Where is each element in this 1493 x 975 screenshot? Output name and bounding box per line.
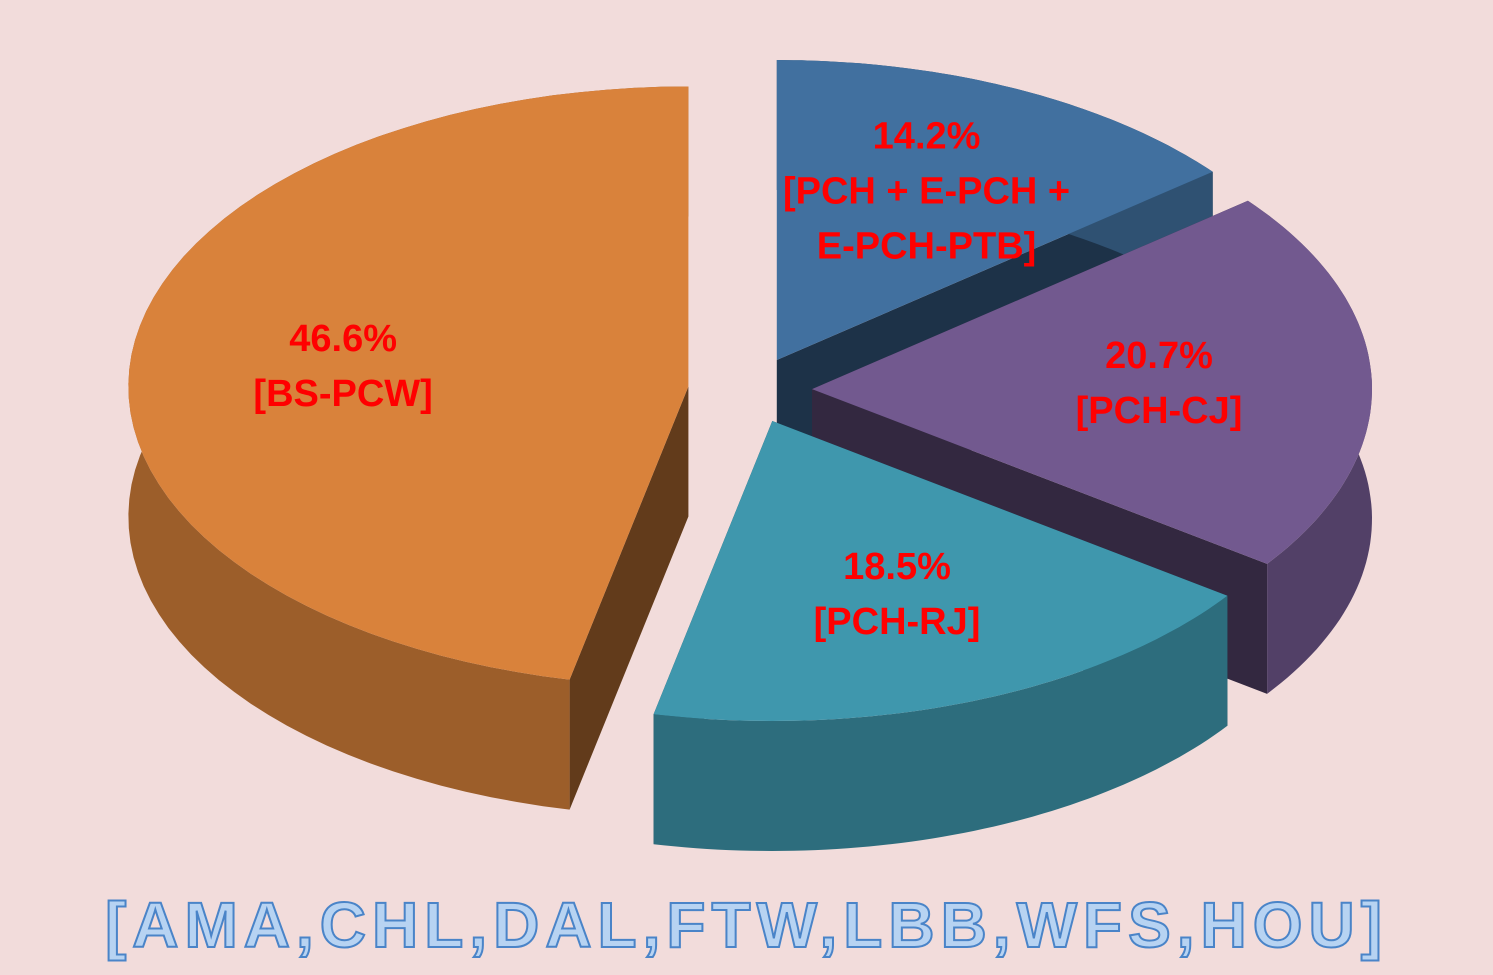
value-label: 18.5% xyxy=(843,545,951,588)
value-label: 20.7% xyxy=(1105,334,1213,377)
slice xyxy=(128,86,689,680)
category-label: [BS-PCW] xyxy=(253,372,433,415)
data-label: 46.6% [BS-PCW] xyxy=(198,312,488,422)
value-label: 46.6% xyxy=(289,317,397,360)
data-label: 18.5% [PCH-RJ] xyxy=(752,539,1042,649)
slice xyxy=(653,421,1228,721)
data-label: 20.7% [PCH-CJ] xyxy=(1014,329,1304,439)
slice-side xyxy=(653,595,1228,851)
data-label: 14.2% [PCH + E-PCH + E-PCH-PTB] xyxy=(782,110,1072,275)
value-label: 14.2% xyxy=(872,115,981,158)
slice-side xyxy=(569,386,689,810)
slice xyxy=(812,200,1372,564)
chart-title: [AMA,CHL,DAL,FTW,LBB,WFS,HOU] xyxy=(104,888,1389,962)
category-label: [PCH-CJ] xyxy=(1075,389,1243,432)
slice xyxy=(776,60,1213,360)
category-label: [PCH-RJ] xyxy=(813,600,981,643)
category-label: [PCH + E-PCH + E-PCH-PTB] xyxy=(782,170,1071,268)
